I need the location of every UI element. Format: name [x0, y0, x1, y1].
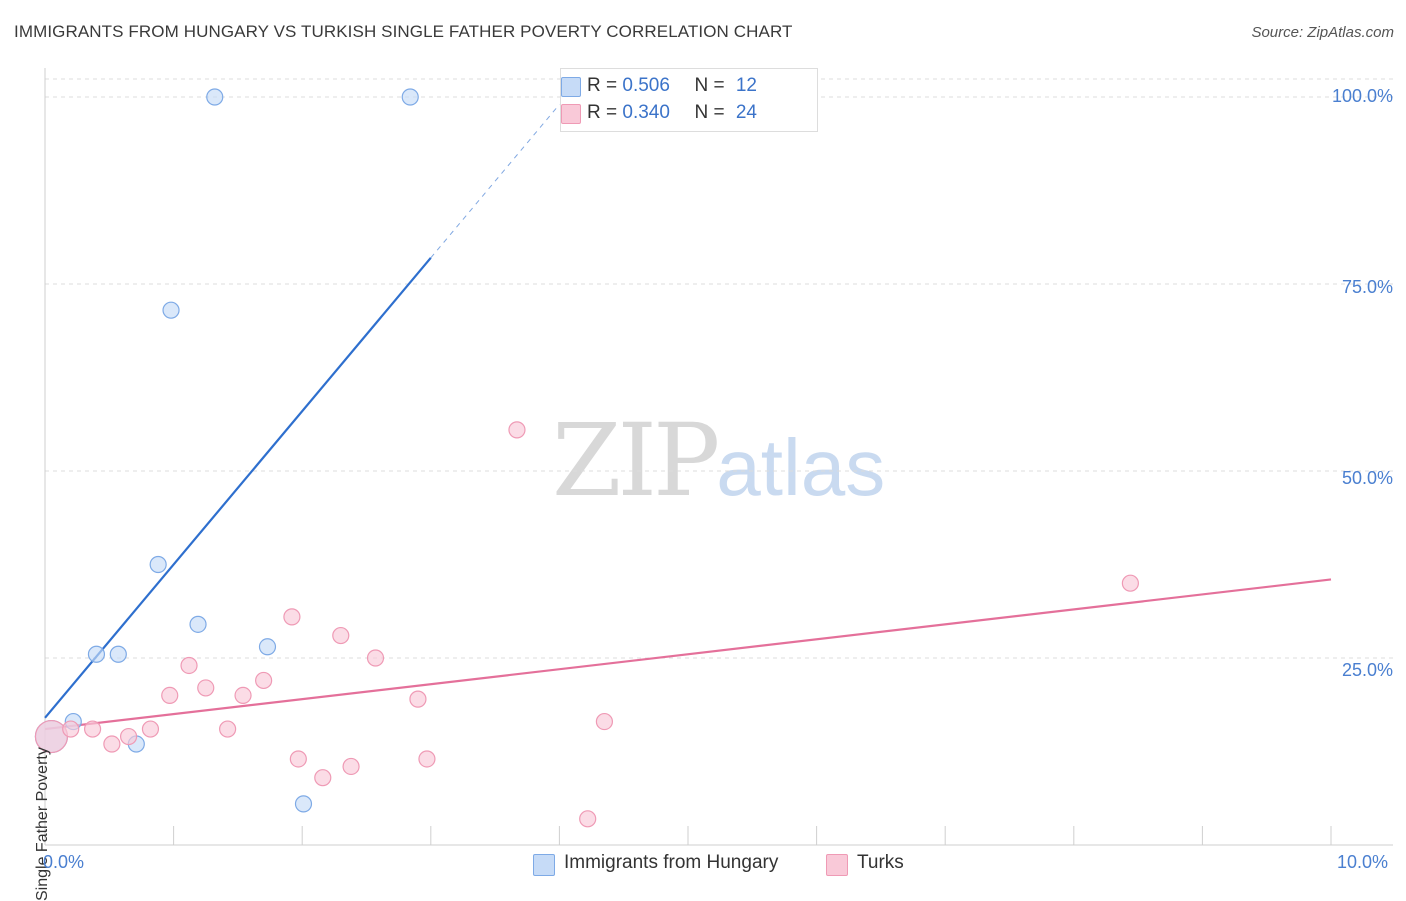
legend-label-hungary: Immigrants from Hungary — [564, 852, 779, 873]
data-point-turks-12 — [283, 608, 301, 626]
data-point-turks-22 — [595, 712, 614, 731]
legend-r-value-turks: 0.340 — [622, 102, 670, 123]
data-point-turks-14 — [314, 769, 332, 787]
data-point-turks-5 — [141, 720, 160, 738]
chart-title: IMMIGRANTS FROM HUNGARY VS TURKISH SINGL… — [14, 22, 793, 41]
y-tick-label-100: 100.0% — [1331, 86, 1393, 106]
data-point-turks-16 — [342, 757, 360, 776]
data-point-hungary-11 — [401, 88, 419, 106]
watermark-atlas: atlas — [716, 423, 886, 512]
y-axis-label-wrap: Single Father Poverty — [18, 455, 51, 901]
correlation-legend: R = 0.506 N = 12 R = 0.340 N = 24 — [560, 68, 818, 132]
series-legend: Immigrants from Hungary Turks — [0, 852, 1406, 878]
data-point-hungary-2 — [87, 645, 106, 663]
data-point-turks-2 — [83, 720, 102, 738]
data-point-turks-21 — [579, 810, 597, 828]
data-point-turks-18 — [409, 690, 427, 708]
data-point-hungary-5 — [149, 555, 167, 574]
legend-n-value-turks: 24 — [735, 102, 757, 123]
data-points — [34, 88, 1139, 828]
trend-line-1 — [44, 578, 1332, 731]
data-point-hungary-7 — [189, 615, 207, 633]
legend-r-label: R = — [587, 75, 623, 96]
data-point-turks-23 — [1121, 574, 1139, 592]
data-point-hungary-9 — [258, 638, 277, 656]
data-point-turks-15 — [332, 626, 350, 645]
data-point-turks-4 — [119, 727, 138, 746]
data-point-turks-6 — [161, 686, 179, 705]
y-tick-label-50: 50.0% — [1341, 468, 1393, 488]
trend-lines — [44, 104, 1332, 731]
legend-row-turks: R = 0.340 N = 24 — [561, 102, 757, 124]
data-point-hungary-10 — [294, 795, 313, 813]
x-tick-label-max: 10.0% — [1337, 852, 1389, 872]
data-point-turks-17 — [366, 649, 385, 667]
y-tick-label-25: 25.0% — [1341, 660, 1393, 680]
grid-lines — [45, 78, 1393, 659]
legend-n-value-hungary: 12 — [735, 75, 757, 96]
data-point-turks-11 — [255, 671, 273, 690]
watermark-zip: ZIP — [552, 402, 720, 519]
x-tick-label-min: 0.0% — [43, 852, 85, 872]
watermark: ZIPatlas — [552, 402, 885, 519]
data-point-turks-1 — [62, 720, 80, 738]
legend-label-turks: Turks — [857, 852, 904, 873]
data-point-turks-9 — [219, 720, 237, 738]
legend-swatch-hungary — [533, 854, 555, 876]
data-point-turks-10 — [234, 686, 252, 705]
legend-item-turks: Turks — [826, 852, 904, 876]
data-point-turks-13 — [289, 750, 307, 768]
data-point-turks-7 — [180, 656, 198, 675]
y-tick-label-75: 75.0% — [1341, 277, 1393, 297]
legend-swatch-hungary — [561, 77, 581, 97]
data-point-turks-3 — [103, 735, 121, 753]
legend-swatch-turks — [561, 104, 581, 124]
legend-n-label: N = — [694, 102, 730, 123]
legend-row-hungary: R = 0.506 N = 12 — [561, 75, 757, 97]
trend-line-extension-0 — [430, 104, 560, 259]
data-point-hungary-3 — [109, 645, 127, 663]
axes — [44, 68, 1393, 846]
legend-item-hungary: Immigrants from Hungary — [533, 852, 779, 876]
data-point-hungary-6 — [162, 301, 180, 319]
legend-n-label: N = — [694, 75, 730, 96]
legend-r-value-hungary: 0.506 — [622, 75, 670, 96]
data-point-turks-20 — [508, 421, 526, 439]
data-point-turks-19 — [418, 750, 436, 768]
data-point-hungary-8 — [206, 88, 224, 106]
legend-r-label: R = — [587, 102, 623, 123]
legend-swatch-turks — [826, 854, 848, 876]
data-point-turks-8 — [197, 679, 215, 697]
source-label: Source: ZipAtlas.com — [1251, 24, 1394, 41]
trend-line-0 — [44, 257, 432, 719]
